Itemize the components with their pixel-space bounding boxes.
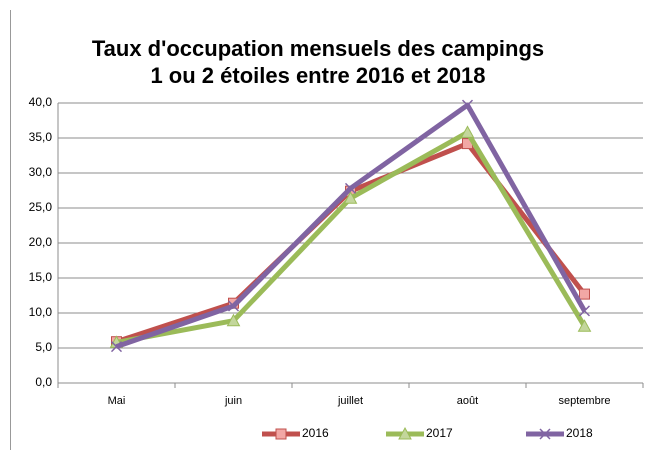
data-point [227, 300, 240, 312]
x-tick-label: août [457, 395, 478, 407]
data-point [226, 313, 241, 327]
y-tick-label: 15,0 [29, 270, 53, 284]
x-tick-label: juillet [337, 395, 363, 407]
data-point [343, 191, 358, 204]
y-tick-label: 35,0 [29, 130, 53, 144]
data-point [344, 182, 357, 194]
legend-marker [539, 428, 551, 440]
y-tick-label: 30,0 [29, 165, 53, 179]
y-tick-label: 0,0 [35, 375, 52, 389]
chart-subtitle: 1 ou 2 étoiles entre 2016 et 2018 [150, 63, 485, 88]
x-tick-label: septembre [559, 395, 611, 407]
y-tick-label: 20,0 [29, 235, 53, 249]
series-line [115, 102, 587, 349]
x-tick-label: juin [224, 395, 242, 407]
data-point [460, 125, 475, 138]
y-tick-label: 25,0 [29, 200, 53, 214]
legend-marker [275, 428, 287, 440]
series-line [116, 129, 587, 345]
legend-label: 2017 [426, 426, 453, 440]
legend-label: 2018 [566, 426, 593, 440]
y-tick-label: 5,0 [35, 340, 52, 354]
data-point [578, 305, 591, 317]
x-tick-label: Mai [108, 395, 126, 407]
data-point [461, 99, 474, 111]
chart-title: Taux d'occupation mensuels des campings [92, 36, 544, 61]
y-tick-label: 10,0 [29, 305, 53, 319]
data-point [577, 319, 592, 332]
y-tick-label: 40,0 [29, 95, 53, 109]
legend-label: 2016 [302, 426, 329, 440]
legend-marker [398, 426, 412, 440]
data-point [579, 288, 590, 300]
data-point [110, 341, 123, 353]
